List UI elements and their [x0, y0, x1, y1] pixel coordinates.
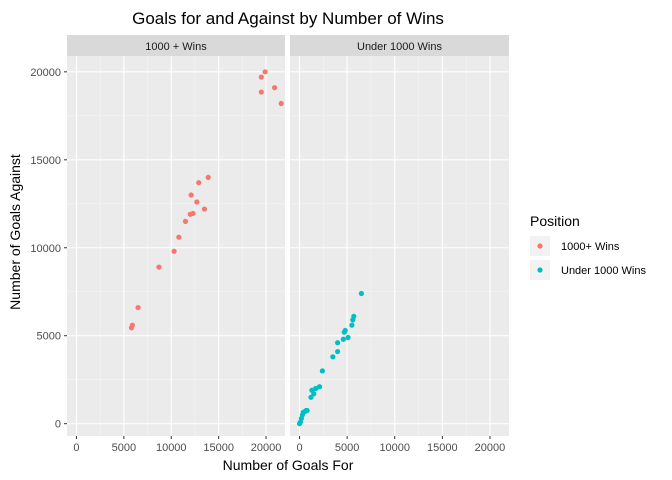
data-point	[182, 218, 189, 224]
legend-marker	[537, 267, 543, 273]
data-point	[311, 391, 317, 397]
x-tick-label: 15000	[203, 442, 234, 454]
data-point	[129, 322, 135, 328]
data-point	[176, 234, 182, 240]
y-tick-label: 0	[55, 419, 61, 431]
data-point	[351, 313, 357, 319]
data-point	[278, 100, 284, 107]
legend-marker	[537, 243, 543, 249]
x-tick-label: 0	[73, 442, 79, 454]
legend-label: 1000+ Wins	[561, 241, 620, 253]
data-point	[330, 354, 336, 360]
data-point	[319, 368, 325, 374]
data-point	[335, 348, 341, 355]
data-point	[304, 407, 310, 414]
data-point	[171, 248, 177, 254]
data-point	[135, 304, 141, 311]
data-point	[156, 264, 162, 270]
chart-title: Goals for and Against by Number of Wins	[132, 9, 444, 28]
x-tick-label: 15000	[427, 442, 458, 454]
data-point	[345, 334, 351, 341]
x-tick-label: 10000	[379, 442, 410, 454]
data-point	[258, 74, 264, 80]
y-axis-label: Number of Goals Against	[7, 154, 23, 310]
y-tick-label: 20000	[30, 67, 61, 79]
legend-entry: Under 1000 Wins	[530, 260, 646, 280]
x-tick-label: 0	[296, 442, 302, 454]
legend-entry: 1000+ Wins	[530, 236, 620, 256]
panel-background	[67, 56, 285, 436]
data-point	[358, 290, 365, 297]
facet-strip-label: Under 1000 Wins	[357, 41, 442, 53]
legend-entries: 1000+ Wins Under 1000 Wins	[530, 236, 646, 280]
data-point	[308, 394, 314, 400]
y-tick-label: 5000	[37, 331, 61, 343]
x-tick-label: 20000	[251, 442, 282, 454]
data-point	[258, 89, 264, 95]
panel-background	[290, 56, 509, 436]
x-tick-label: 5000	[112, 442, 136, 454]
x-tick-label: 5000	[335, 442, 359, 454]
facet-panels: 1000 + Wins 0 5000 10000 15000 20000 0 5000 1000…	[30, 35, 509, 454]
data-point	[196, 180, 202, 186]
x-tick-label: 10000	[156, 442, 187, 454]
data-point	[201, 206, 208, 212]
legend: Position 1000+ Wins Under 1000 Wins	[530, 213, 646, 280]
legend-title: Position	[530, 213, 580, 229]
facet-panel: 1000 + Wins 0 5000 10000 15000 20000 0 5000 1000…	[30, 35, 285, 454]
data-point	[342, 327, 348, 334]
facet-panel: Under 1000 Wins 0 5000 10000 15000 20000	[290, 35, 509, 454]
data-point	[205, 174, 211, 180]
x-axis-label: Number of Goals For	[223, 457, 354, 473]
data-point	[340, 336, 346, 342]
facet-strip	[67, 35, 285, 56]
data-point	[349, 322, 355, 328]
y-tick-label: 15000	[30, 155, 61, 167]
facet-strip-label: 1000 + Wins	[145, 41, 207, 53]
x-tick-label: 20000	[475, 442, 506, 454]
data-point	[194, 199, 200, 205]
data-point	[188, 192, 194, 198]
legend-label: Under 1000 Wins	[561, 265, 646, 277]
data-point	[335, 340, 341, 346]
data-point	[271, 85, 278, 91]
data-point	[190, 210, 196, 217]
data-point	[262, 69, 268, 75]
y-tick-label: 10000	[30, 243, 61, 255]
facet-strip	[290, 35, 509, 56]
data-point	[316, 384, 323, 390]
